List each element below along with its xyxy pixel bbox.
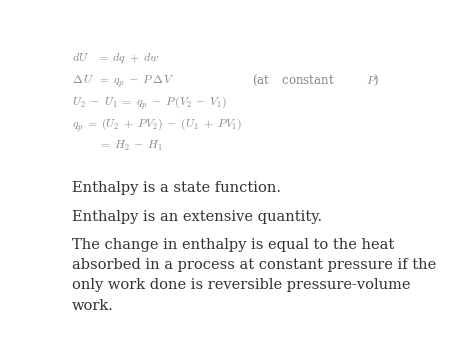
Text: Enthalpy is a state function.: Enthalpy is a state function. xyxy=(72,181,281,195)
Text: $q_{p} \; = \; ( U_{2} \; + \; PV_{2} ) \; - \; ( U_{1} \; + \; PV_{1} )$: $q_{p} \; = \; ( U_{2} \; + \; PV_{2} ) … xyxy=(72,117,242,134)
Text: $dU \quad = \; dq \; + \; dw$: $dU \quad = \; dq \; + \; dw$ xyxy=(72,51,159,65)
Text: Enthalpy is an extensive quantity.: Enthalpy is an extensive quantity. xyxy=(72,210,322,224)
Text: $U_{2} \; - \; U_{1} \; = \; q_{p} \; - \; P \, ( V_{2} \; - \; V_{1} )$: $U_{2} \; - \; U_{1} \; = \; q_{p} \; - … xyxy=(72,95,227,112)
Text: The change in enthalpy is equal to the heat
absorbed in a process at constant pr: The change in enthalpy is equal to the h… xyxy=(72,238,436,313)
Text: (at $\;\;$ constant $\;\;\;\;\;\;\;\;\;$ $P$): (at $\;\;$ constant $\;\;\;\;\;\;\;\;\;$… xyxy=(252,73,379,88)
Text: $\Delta \, U \;\; = \; q_{p} \; - \; P \, \Delta \, V$: $\Delta \, U \;\; = \; q_{p} \; - \; P \… xyxy=(72,73,175,90)
Text: $= \; H_{2} \; - \; H_{1}$: $= \; H_{2} \; - \; H_{1}$ xyxy=(98,140,163,153)
